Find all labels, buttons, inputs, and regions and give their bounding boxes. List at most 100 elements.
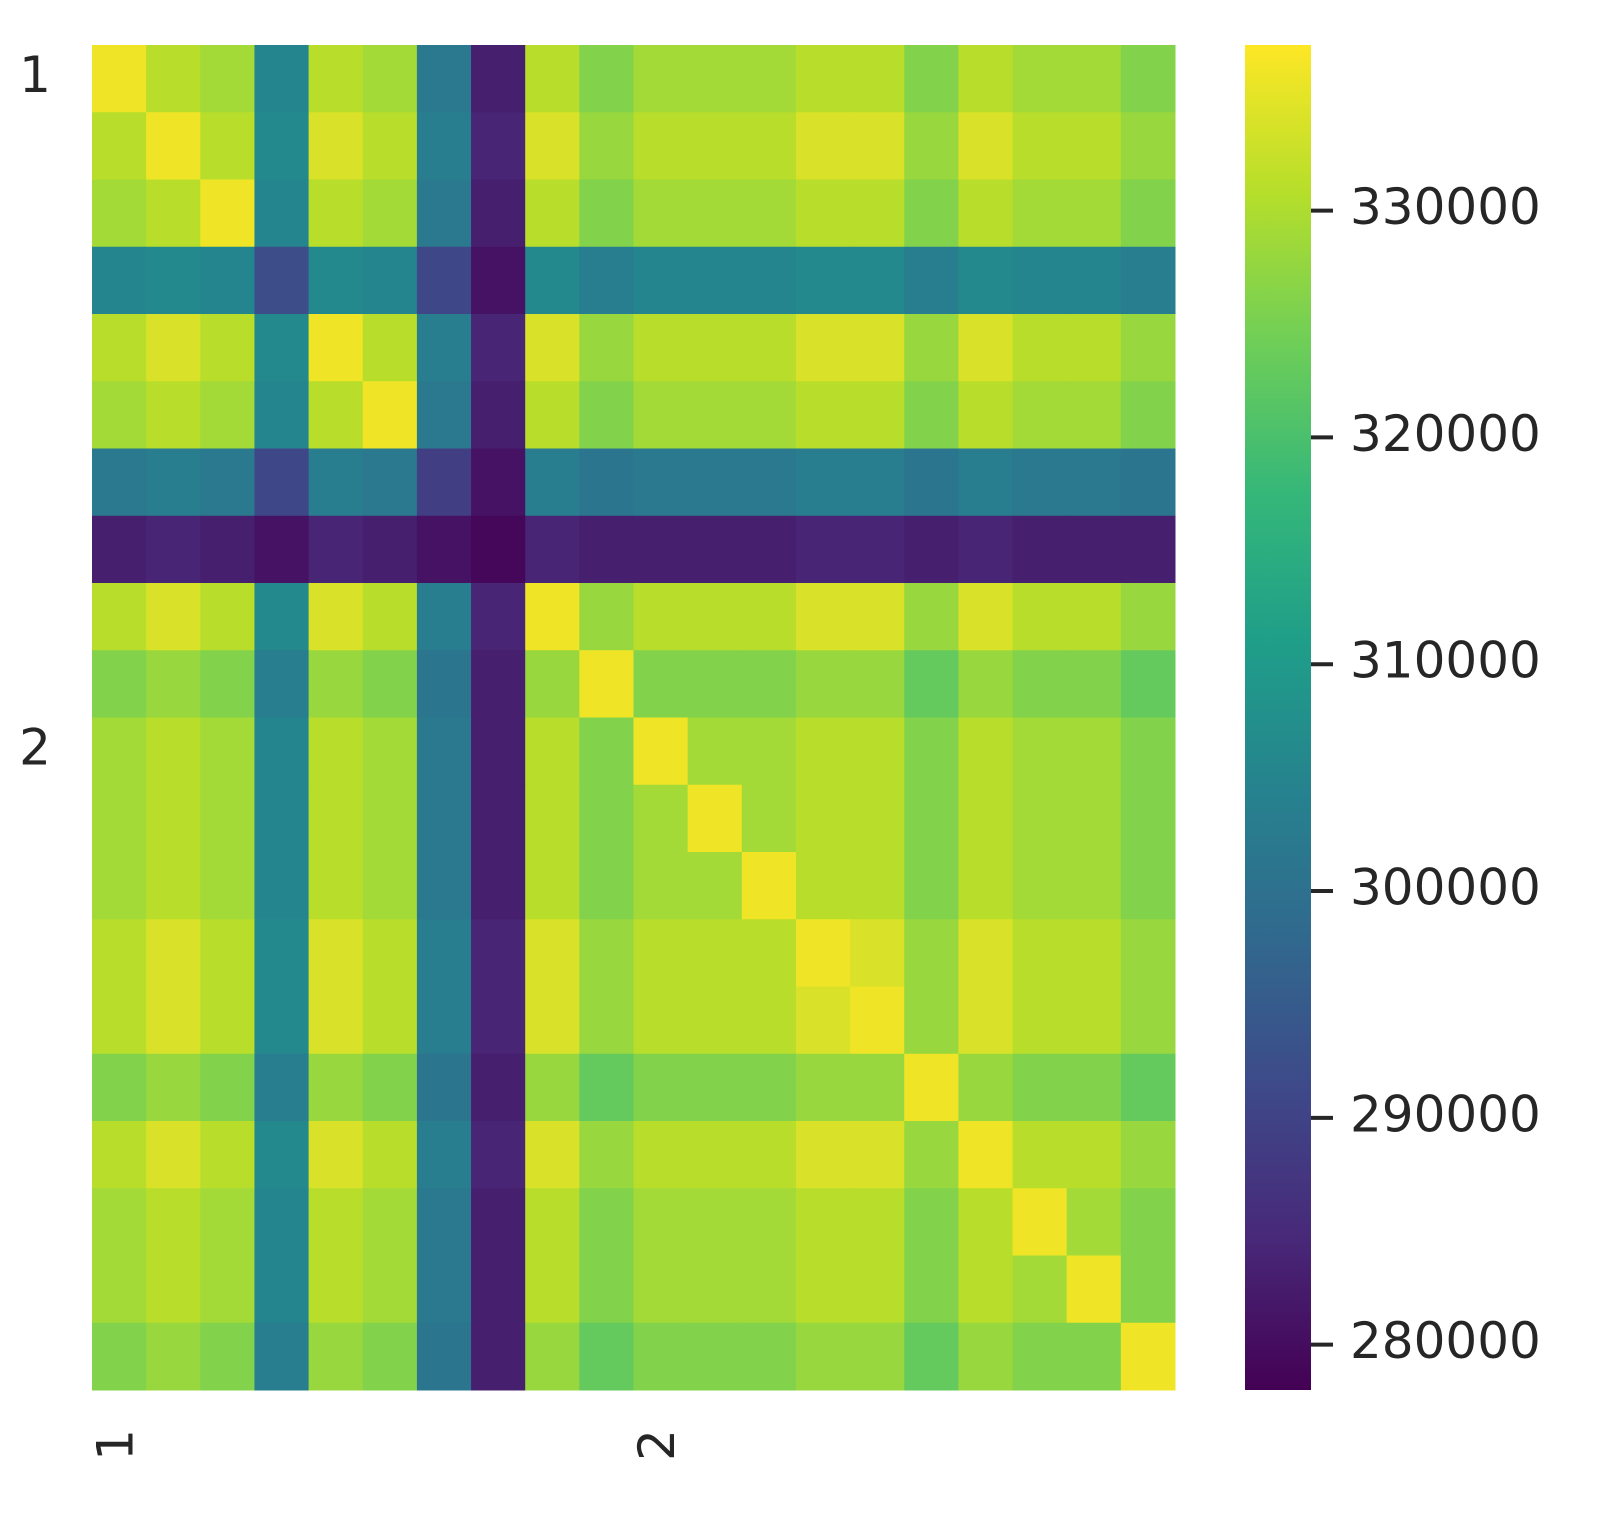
heatmap-cell (362, 381, 418, 449)
heatmap-cell (416, 45, 472, 113)
heatmap-cell (958, 1322, 1014, 1391)
heatmap-cell (687, 919, 743, 987)
y-tick-label: 1 (19, 46, 51, 104)
heatmap-cell (308, 852, 364, 920)
heatmap-cell (795, 246, 851, 315)
heatmap-cell (795, 986, 851, 1055)
x-tick-label: 1 (87, 1429, 145, 1461)
heatmap-cell (1120, 112, 1176, 180)
heatmap-cell (687, 45, 743, 113)
heatmap-cell (579, 650, 634, 718)
heatmap-cell (1120, 448, 1176, 517)
heatmap-cell (633, 919, 689, 987)
heatmap-cell (92, 919, 147, 987)
heatmap-cell (254, 381, 310, 449)
colorbar-tick-label: 290000 (1350, 1085, 1541, 1143)
heatmap-cell (850, 381, 905, 449)
heatmap-cell (525, 1053, 580, 1122)
heatmap-cell (1066, 179, 1122, 248)
heatmap-cell (362, 246, 418, 315)
heatmap-cell (416, 179, 472, 248)
heatmap-cell (525, 314, 580, 382)
heatmap-cell (687, 246, 743, 315)
heatmap-cell (904, 852, 959, 920)
heatmap-cell (525, 45, 580, 113)
heatmap-cell (92, 1322, 147, 1391)
heatmap-cell (687, 381, 743, 449)
heatmap-cell (1012, 1053, 1068, 1122)
heatmap-cell (1120, 784, 1176, 853)
heatmap-cell (1012, 381, 1068, 449)
heatmap-cell (146, 852, 201, 920)
heatmap-cell (200, 381, 255, 449)
heatmap-cell (958, 179, 1014, 248)
heatmap-cell (795, 650, 851, 718)
heatmap-cell (254, 1053, 310, 1122)
heatmap-cell (416, 112, 472, 180)
heatmap-cell (146, 1121, 201, 1189)
heatmap-cell (92, 650, 147, 718)
heatmap-cell (633, 515, 689, 584)
heatmap-cell (525, 784, 580, 853)
heatmap-cell (1120, 381, 1176, 449)
heatmap-cell (92, 314, 147, 382)
heatmap-cell (471, 381, 526, 449)
heatmap-cell (308, 717, 364, 786)
heatmap-cell (471, 314, 526, 382)
heatmap-cell (146, 314, 201, 382)
heatmap-cell (904, 381, 959, 449)
heatmap-cell (741, 1121, 797, 1189)
heatmap-cell (525, 381, 580, 449)
heatmap-cell (904, 650, 959, 718)
heatmap-cell (579, 919, 634, 987)
heatmap-cell (687, 314, 743, 382)
heatmap-cell (795, 1121, 851, 1189)
heatmap-cell (416, 515, 472, 584)
heatmap-cell (200, 1322, 255, 1391)
heatmap-cell (92, 852, 147, 920)
heatmap-cell (308, 515, 364, 584)
heatmap-cell (525, 583, 580, 651)
heatmap-cell (687, 112, 743, 180)
heatmap-cell (525, 112, 580, 180)
heatmap-cell (200, 448, 255, 517)
heatmap-cell (579, 1053, 634, 1122)
heatmap-cell (200, 1188, 255, 1256)
heatmap-cell (471, 919, 526, 987)
heatmap-cell (579, 784, 634, 853)
heatmap-cell (254, 852, 310, 920)
heatmap-cell (633, 1188, 689, 1256)
heatmap-cell (471, 583, 526, 651)
heatmap-cell (254, 246, 310, 315)
heatmap-cell (687, 650, 743, 718)
heatmap-cell (741, 112, 797, 180)
heatmap-cell (362, 179, 418, 248)
heatmap-cell (362, 314, 418, 382)
heatmap-cell (200, 852, 255, 920)
heatmap-cell (471, 448, 526, 517)
heatmap-cell (471, 650, 526, 718)
heatmap-cell (471, 1053, 526, 1122)
heatmap-cell (850, 650, 905, 718)
heatmap-cell (308, 45, 364, 113)
heatmap-cell (958, 1255, 1014, 1324)
heatmap-cell (1120, 1188, 1176, 1256)
heatmap-cell (1066, 45, 1122, 113)
heatmap-cell (1120, 314, 1176, 382)
heatmap-cell (146, 784, 201, 853)
heatmap-cell (308, 784, 364, 853)
heatmap-cell (200, 112, 255, 180)
heatmap-cell (741, 784, 797, 853)
heatmap-cell (904, 784, 959, 853)
heatmap-cell (200, 583, 255, 651)
heatmap-cell (904, 986, 959, 1055)
heatmap-cell (146, 717, 201, 786)
heatmap-cell (850, 45, 905, 113)
heatmap-cell (1066, 784, 1122, 853)
heatmap-cell (92, 1255, 147, 1324)
heatmap-cell (1012, 919, 1068, 987)
heatmap-cell (308, 650, 364, 718)
heatmap-cell (200, 1053, 255, 1122)
heatmap-cell (958, 583, 1014, 651)
heatmap-cell (904, 515, 959, 584)
